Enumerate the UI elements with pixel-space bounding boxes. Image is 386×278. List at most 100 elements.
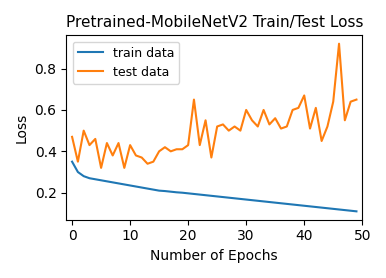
train data xyxy=(139,186,144,189)
Title: Pretrained-MobileNetV2 Train/Test Loss: Pretrained-MobileNetV2 Train/Test Loss xyxy=(66,15,363,30)
test data xyxy=(70,135,74,138)
test data xyxy=(163,145,167,149)
train data xyxy=(244,198,249,201)
test data xyxy=(244,108,249,111)
test data xyxy=(116,142,121,145)
train data xyxy=(313,205,318,209)
train data xyxy=(209,194,214,197)
train data xyxy=(273,201,278,204)
test data xyxy=(313,106,318,110)
train data xyxy=(157,189,161,192)
train data xyxy=(151,188,156,191)
test data xyxy=(308,127,312,130)
test data xyxy=(290,108,295,111)
Legend: train data, test data: train data, test data xyxy=(73,42,179,84)
test data xyxy=(174,148,179,151)
train data xyxy=(325,207,330,210)
train data xyxy=(238,197,243,201)
test data xyxy=(337,42,341,45)
train data xyxy=(256,199,260,202)
test data xyxy=(203,119,208,122)
test data xyxy=(354,98,359,101)
test data xyxy=(250,119,254,122)
train data xyxy=(145,187,150,190)
test data xyxy=(215,125,220,128)
train data xyxy=(191,192,196,196)
X-axis label: Number of Epochs: Number of Epochs xyxy=(151,249,278,263)
train data xyxy=(215,195,220,198)
train data xyxy=(163,189,167,193)
test data xyxy=(256,125,260,128)
train data xyxy=(250,198,254,202)
test data xyxy=(198,143,202,147)
test data xyxy=(186,143,190,147)
test data xyxy=(227,129,231,132)
test data xyxy=(342,119,347,122)
test data xyxy=(284,125,289,128)
test data xyxy=(151,160,156,163)
test data xyxy=(331,100,335,103)
train data xyxy=(319,206,324,209)
Line: test data: test data xyxy=(72,44,356,168)
train data xyxy=(261,200,266,203)
Y-axis label: Loss: Loss xyxy=(15,112,29,143)
train data xyxy=(99,179,103,182)
test data xyxy=(279,127,283,130)
train data xyxy=(174,191,179,194)
test data xyxy=(232,125,237,128)
train data xyxy=(290,203,295,206)
test data xyxy=(238,129,243,132)
train data xyxy=(122,183,127,186)
train data xyxy=(354,210,359,213)
test data xyxy=(87,143,92,147)
train data xyxy=(70,160,74,163)
test data xyxy=(157,150,161,153)
train data xyxy=(76,170,80,174)
train data xyxy=(342,208,347,212)
test data xyxy=(128,143,132,147)
test data xyxy=(273,116,278,120)
test data xyxy=(261,108,266,111)
train data xyxy=(227,196,231,199)
train data xyxy=(337,208,341,211)
test data xyxy=(296,106,301,110)
train data xyxy=(308,205,312,208)
test data xyxy=(93,137,98,141)
test data xyxy=(221,123,225,126)
test data xyxy=(99,166,103,170)
Line: train data: train data xyxy=(72,162,356,211)
train data xyxy=(105,180,109,183)
train data xyxy=(296,203,301,207)
train data xyxy=(87,177,92,180)
test data xyxy=(191,98,196,101)
train data xyxy=(203,193,208,197)
test data xyxy=(209,156,214,159)
test data xyxy=(145,162,150,165)
train data xyxy=(168,190,173,193)
train data xyxy=(331,207,335,210)
test data xyxy=(122,166,127,170)
test data xyxy=(110,154,115,157)
train data xyxy=(302,204,306,207)
test data xyxy=(134,154,138,157)
train data xyxy=(221,195,225,199)
test data xyxy=(105,142,109,145)
test data xyxy=(168,150,173,153)
train data xyxy=(198,193,202,196)
train data xyxy=(110,181,115,184)
test data xyxy=(76,160,80,163)
train data xyxy=(81,175,86,178)
train data xyxy=(180,191,185,194)
train data xyxy=(348,209,353,212)
train data xyxy=(134,185,138,188)
test data xyxy=(267,123,272,126)
train data xyxy=(284,202,289,205)
train data xyxy=(186,192,190,195)
train data xyxy=(267,200,272,204)
test data xyxy=(325,125,330,128)
test data xyxy=(348,100,353,103)
train data xyxy=(116,182,121,185)
train data xyxy=(279,202,283,205)
test data xyxy=(180,148,185,151)
test data xyxy=(319,139,324,143)
